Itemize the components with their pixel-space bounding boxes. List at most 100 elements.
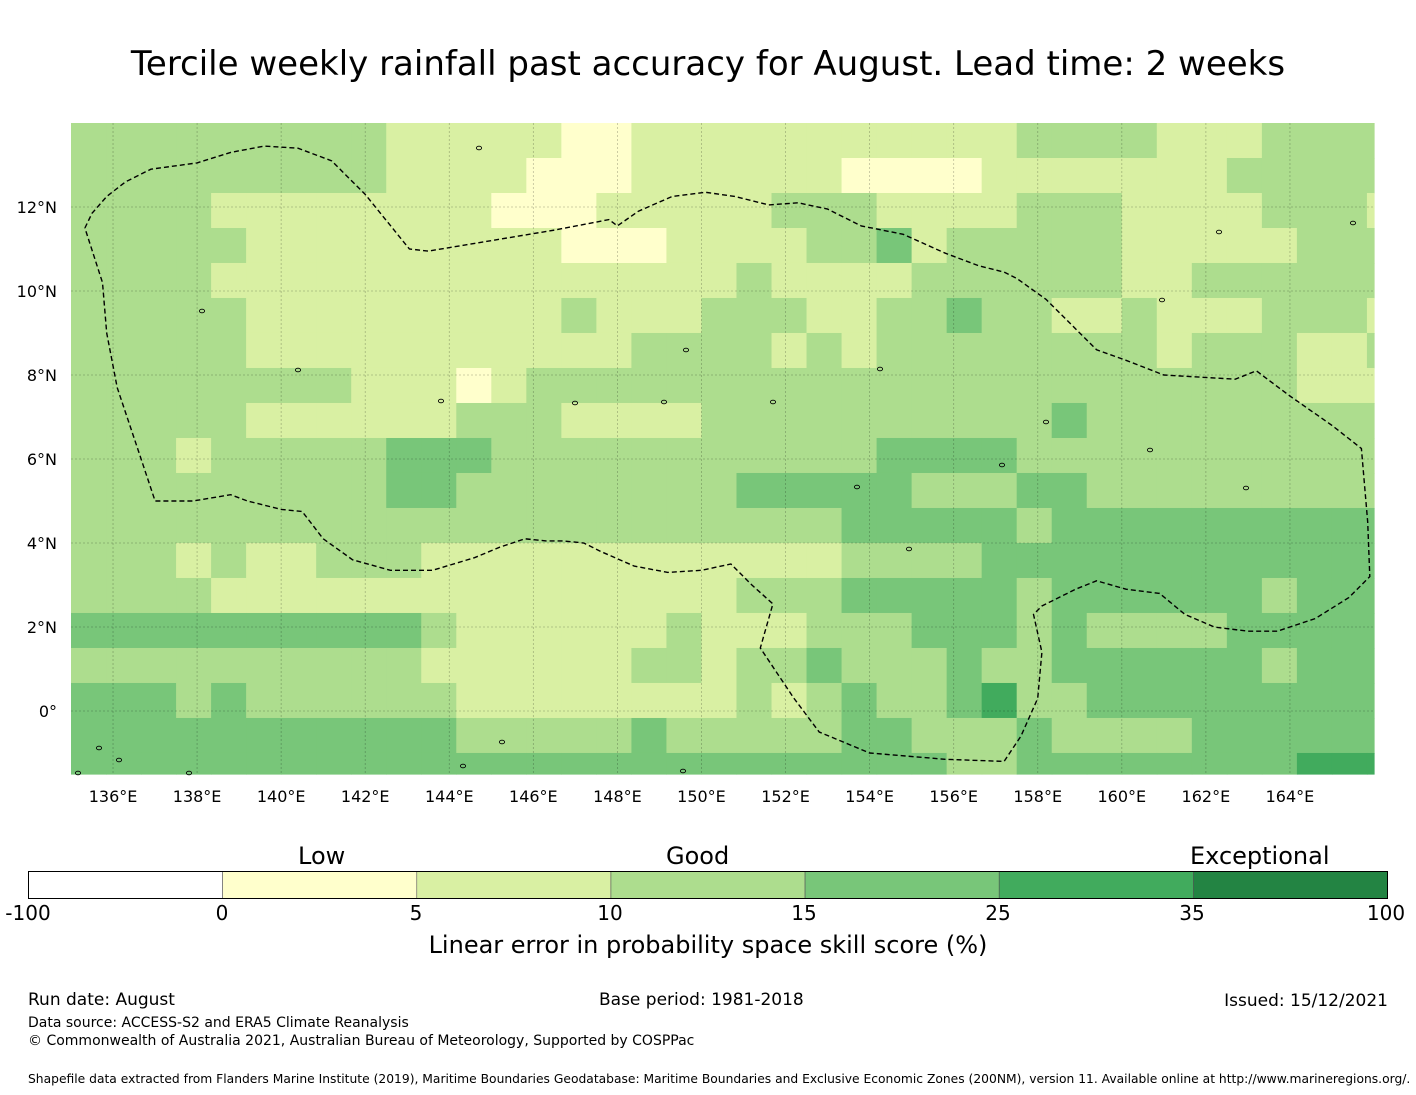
grid-cell: [806, 158, 843, 194]
grid-cell: [211, 682, 247, 719]
grid-cell: [316, 367, 352, 404]
grid-cell: [176, 367, 212, 404]
grid-cell: [981, 193, 1018, 229]
copyright: © Commonwealth of Australia 2021, Austra…: [28, 1033, 695, 1049]
island-icon: [74, 770, 82, 776]
grid-cell: [806, 332, 843, 369]
grid-cell: [1226, 193, 1263, 229]
grid-cell: [911, 437, 948, 474]
grid-cell: [456, 367, 492, 404]
grid-cell: [526, 752, 562, 775]
grid-cell: [526, 472, 562, 509]
eez-boundary: [84, 145, 1371, 763]
grid-cell: [1191, 367, 1228, 404]
grid-cell: [736, 158, 773, 194]
grid-cell: [386, 507, 422, 544]
grid-cell: [351, 437, 387, 474]
grid-cell: [1016, 717, 1053, 754]
grid-cell: [526, 612, 562, 649]
grid-cell: [281, 402, 317, 439]
grid-cell: [1156, 193, 1193, 229]
grid-cell: [386, 228, 422, 264]
grid-cell: [1016, 367, 1053, 404]
grid-cell: [176, 647, 212, 684]
grid-cell: [491, 332, 527, 369]
grid-cell: [1366, 297, 1375, 334]
grid-cell: [1016, 682, 1053, 719]
grid-cell: [1016, 647, 1053, 684]
grid-cell: [281, 332, 317, 369]
colorbar-swatch: [998, 871, 1194, 899]
grid-cell: [1016, 228, 1053, 264]
grid-cell: [1331, 577, 1368, 614]
grid-cell: [911, 682, 948, 719]
island-icon: [95, 745, 103, 751]
grid-cell: [981, 123, 1018, 159]
grid-cell: [176, 332, 212, 369]
grid-cell: [316, 193, 352, 229]
grid-cell: [841, 472, 878, 509]
grid-cell: [421, 437, 457, 474]
grid-cell: [841, 682, 878, 719]
grid-cell: [1226, 123, 1263, 159]
category-label-exceptional: Exceptional: [1190, 842, 1330, 870]
grid-cell: [631, 612, 668, 649]
grid-cell: [1156, 752, 1193, 775]
grid-cell: [1016, 262, 1053, 299]
grid-cell: [71, 228, 107, 264]
grid-cell: [1051, 367, 1088, 404]
grid-cell: [386, 612, 422, 649]
grid-cell: [141, 542, 177, 579]
grid-cell: [841, 158, 878, 194]
grid-cell: [1296, 682, 1333, 719]
grid-cell: [736, 752, 773, 775]
grid-cell: [1121, 682, 1158, 719]
grid-cell: [1261, 542, 1298, 579]
grid-cell: [106, 682, 142, 719]
colorbar-swatch: [1193, 871, 1388, 899]
grid-cell: [421, 682, 457, 719]
grid-cell: [106, 647, 142, 684]
grid-cell: [946, 193, 983, 229]
grid-cell: [1226, 228, 1263, 264]
grid-cell: [701, 577, 738, 614]
grid-cell: [1016, 402, 1053, 439]
grid-cell: [421, 367, 457, 404]
grid-cell: [1191, 437, 1228, 474]
grid-cell: [596, 332, 633, 369]
grid-cell: [1086, 647, 1123, 684]
grid-cell: [71, 472, 107, 509]
grid-cell: [596, 647, 633, 684]
grid-cell: [841, 367, 878, 404]
island-coastlines: [74, 145, 1357, 776]
grid-cell: [561, 367, 597, 404]
grid-cell: [736, 332, 773, 369]
grid-cell: [141, 228, 177, 264]
grid-cell: [316, 262, 352, 299]
grid-cell: [1086, 228, 1123, 264]
colorbar-tick: 10: [597, 901, 623, 925]
grid-cell: [841, 193, 878, 229]
grid-cell: [701, 262, 738, 299]
grid-cell: [631, 193, 668, 229]
grid-cell: [526, 437, 562, 474]
grid-cell: [1366, 402, 1375, 439]
grid-cell: [876, 507, 913, 544]
grid-cell: [106, 123, 142, 159]
grid-cell: [736, 542, 773, 579]
grid-cell: [141, 752, 177, 775]
grid-cell: [666, 437, 703, 474]
grid-cell: [1191, 123, 1228, 159]
grid-cell: [141, 647, 177, 684]
grid-cell: [491, 507, 527, 544]
grid-cell: [386, 437, 422, 474]
grid-cell: [911, 752, 948, 775]
grid-cell: [106, 193, 142, 229]
grid-cell: [71, 158, 107, 194]
grid-cell: [806, 367, 843, 404]
grid-cell: [1016, 332, 1053, 369]
grid-cell: [491, 402, 527, 439]
grid-cell: [981, 367, 1018, 404]
grid-cell: [981, 682, 1018, 719]
longitude-tick-label: 152°E: [761, 787, 810, 806]
